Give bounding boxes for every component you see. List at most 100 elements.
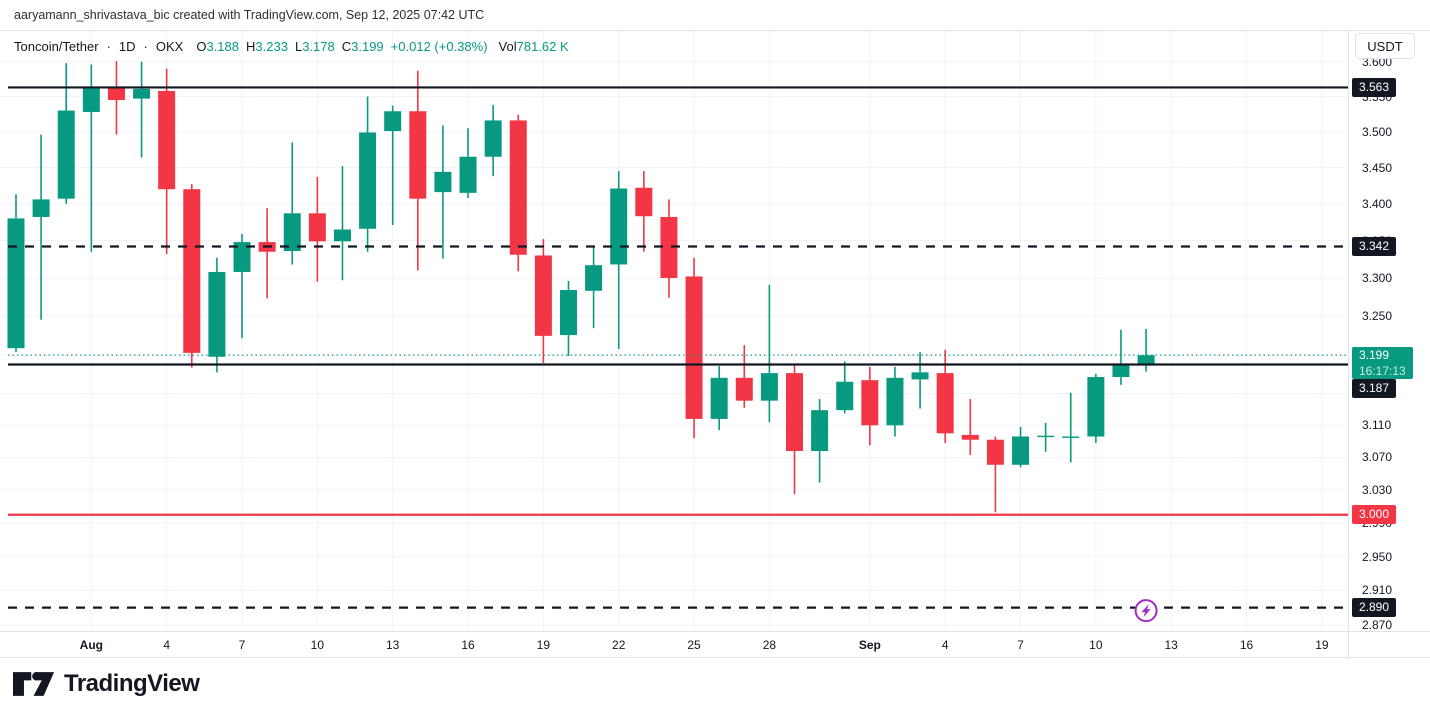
time-axis-label: Sep	[858, 638, 881, 652]
time-axis-label: 16	[1239, 638, 1254, 652]
candle	[7, 194, 25, 353]
time-axis-label: 28	[762, 638, 777, 652]
level-price-label: 3.342	[1352, 237, 1397, 257]
candle	[1062, 392, 1080, 463]
candle	[836, 361, 854, 414]
candle	[133, 61, 151, 158]
time-axis-label: 13	[1164, 638, 1178, 652]
time-axis-label: 16	[461, 638, 475, 652]
high-value: 3.233	[255, 39, 288, 54]
candle	[735, 345, 753, 408]
tradingview-logo[interactable]: TradingView	[13, 670, 200, 698]
time-axis-label: 7	[1017, 638, 1024, 652]
level-price-label: 2.890	[1352, 598, 1397, 618]
ohlc-low: L 3.178	[295, 39, 335, 54]
high-key: H	[246, 39, 256, 54]
candle	[384, 105, 402, 226]
price-axis-tick: 3.400	[1362, 196, 1393, 211]
legend-separator: ·	[106, 39, 111, 54]
candle	[158, 68, 176, 254]
candle	[710, 366, 728, 431]
price-axis-tick: 2.910	[1362, 583, 1393, 598]
candle	[233, 233, 251, 339]
candlestick-chart[interactable]	[0, 31, 1430, 659]
candle	[208, 257, 226, 373]
close-value: 3.199	[351, 39, 384, 54]
volume-value: 781.62 K	[516, 39, 569, 54]
time-axis-label: 10	[1089, 638, 1103, 652]
candle	[610, 171, 628, 349]
time-axis-label: 7	[238, 638, 246, 652]
exchange-label[interactable]: OKX	[155, 39, 184, 54]
candle	[82, 64, 100, 252]
price-axis-tick: 3.110	[1362, 418, 1392, 433]
candle	[961, 399, 979, 456]
close-key: C	[341, 39, 352, 54]
time-axis-label: 25	[687, 638, 701, 652]
candle	[57, 63, 75, 204]
price-axis-tick: 3.250	[1362, 308, 1393, 323]
candle	[333, 166, 351, 281]
level-price-label: 3.563	[1352, 77, 1397, 97]
time-axis-label: 13	[386, 638, 400, 652]
candle	[459, 128, 477, 198]
candle	[1112, 329, 1130, 385]
attribution-text: aaryamann_shrivastava_bic created with T…	[14, 8, 485, 22]
volume-readout: Vol 781.62 K	[499, 39, 569, 54]
time-axis-separator	[0, 631, 1430, 632]
price-axis-tick: 3.500	[1362, 124, 1393, 139]
price-axis-tick: 3.030	[1362, 483, 1393, 498]
candle	[308, 176, 326, 282]
price-axis-tick: 3.070	[1362, 450, 1393, 465]
candle	[183, 184, 201, 368]
ohlc-high: H 3.233	[246, 39, 288, 54]
bar-countdown: 16:17:13	[1359, 364, 1406, 379]
time-axis-label: 4	[941, 638, 949, 652]
price-axis-tick: 2.950	[1362, 549, 1393, 564]
footer: TradingView	[0, 659, 1430, 716]
ohlc-open: O 3.188	[196, 39, 239, 54]
candle	[258, 208, 276, 299]
open-value: 3.188	[206, 39, 240, 54]
tradingview-logo-icon	[13, 672, 55, 696]
open-key: O	[196, 39, 207, 54]
time-axis-label: Aug	[79, 638, 103, 652]
candle	[359, 96, 377, 252]
level-price-label: 3.000	[1352, 505, 1397, 525]
low-value: 3.178	[302, 39, 335, 54]
candle	[685, 257, 703, 439]
low-key: L	[294, 39, 303, 54]
volume-key: Vol	[498, 39, 517, 54]
candle	[635, 171, 653, 252]
candle	[1037, 422, 1055, 452]
candle	[1012, 426, 1030, 468]
candle	[986, 436, 1004, 513]
candle	[886, 366, 904, 437]
symbol-title[interactable]: Toncoin/Tether	[14, 39, 99, 54]
symbol-legend[interactable]: Toncoin/Tether · 1D · OKX O 3.188 H 3.23…	[14, 39, 569, 54]
time-axis-label: 19	[536, 638, 551, 652]
current-price-label: 3.199 16:17:13	[1352, 347, 1413, 380]
candle	[660, 199, 678, 298]
candle	[534, 239, 552, 363]
change-value: +0.012 (+0.38%)	[390, 39, 488, 54]
candle	[484, 104, 502, 177]
candle	[283, 142, 301, 265]
candle	[107, 61, 125, 135]
time-axis-label: 4	[163, 638, 171, 652]
legend-separator: ·	[143, 39, 148, 54]
price-axis-tick: 3.450	[1362, 160, 1393, 175]
price-axis-tick: 3.300	[1362, 270, 1393, 285]
candle	[509, 114, 527, 272]
currency-toggle-button[interactable]: USDT	[1355, 33, 1415, 59]
ohlc-close: C 3.199	[342, 39, 384, 54]
candle	[811, 399, 829, 483]
interval-label[interactable]: 1D	[118, 39, 136, 54]
candle	[911, 352, 929, 409]
price-axis-tick: 2.870	[1362, 617, 1393, 632]
alert-icon[interactable]	[1134, 599, 1158, 623]
price-axis-separator	[1348, 31, 1349, 659]
candle	[32, 134, 50, 320]
candle	[434, 125, 452, 259]
candle	[559, 280, 577, 356]
